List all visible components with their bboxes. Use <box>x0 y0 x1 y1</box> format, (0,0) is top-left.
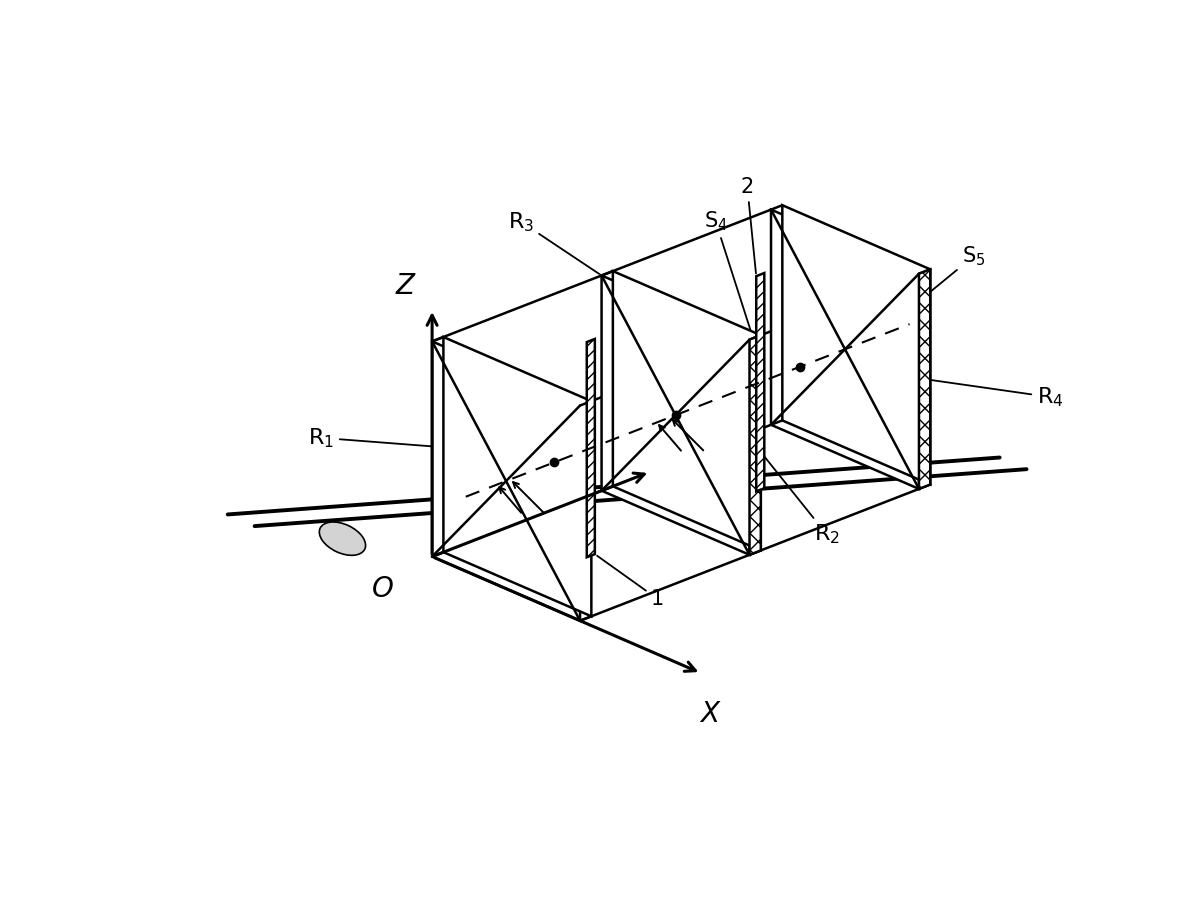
Text: S$_3$: S$_3$ <box>648 313 673 418</box>
Text: 2: 2 <box>741 177 756 273</box>
Text: S$_2$: S$_2$ <box>442 343 493 456</box>
Text: Z: Z <box>395 272 414 300</box>
Text: X: X <box>700 700 719 728</box>
Polygon shape <box>612 271 761 550</box>
Polygon shape <box>772 209 919 489</box>
Polygon shape <box>602 276 749 555</box>
Text: R$_3$: R$_3$ <box>508 210 599 274</box>
Polygon shape <box>586 339 595 558</box>
Text: 1: 1 <box>597 556 665 609</box>
Text: R$_1$: R$_1$ <box>309 426 434 450</box>
Polygon shape <box>919 269 931 489</box>
Text: S$_1$: S$_1$ <box>534 472 590 589</box>
Text: S$_4$: S$_4$ <box>704 209 760 358</box>
Polygon shape <box>432 341 580 621</box>
Polygon shape <box>749 335 761 555</box>
Text: S$_5$: S$_5$ <box>887 244 985 328</box>
Polygon shape <box>756 273 764 491</box>
Text: R$_4$: R$_4$ <box>927 380 1064 409</box>
Polygon shape <box>782 206 931 485</box>
Ellipse shape <box>319 522 366 555</box>
Text: R$_2$: R$_2$ <box>757 447 840 547</box>
Polygon shape <box>444 337 591 616</box>
Text: y: y <box>668 430 684 458</box>
Text: O: O <box>372 575 394 603</box>
